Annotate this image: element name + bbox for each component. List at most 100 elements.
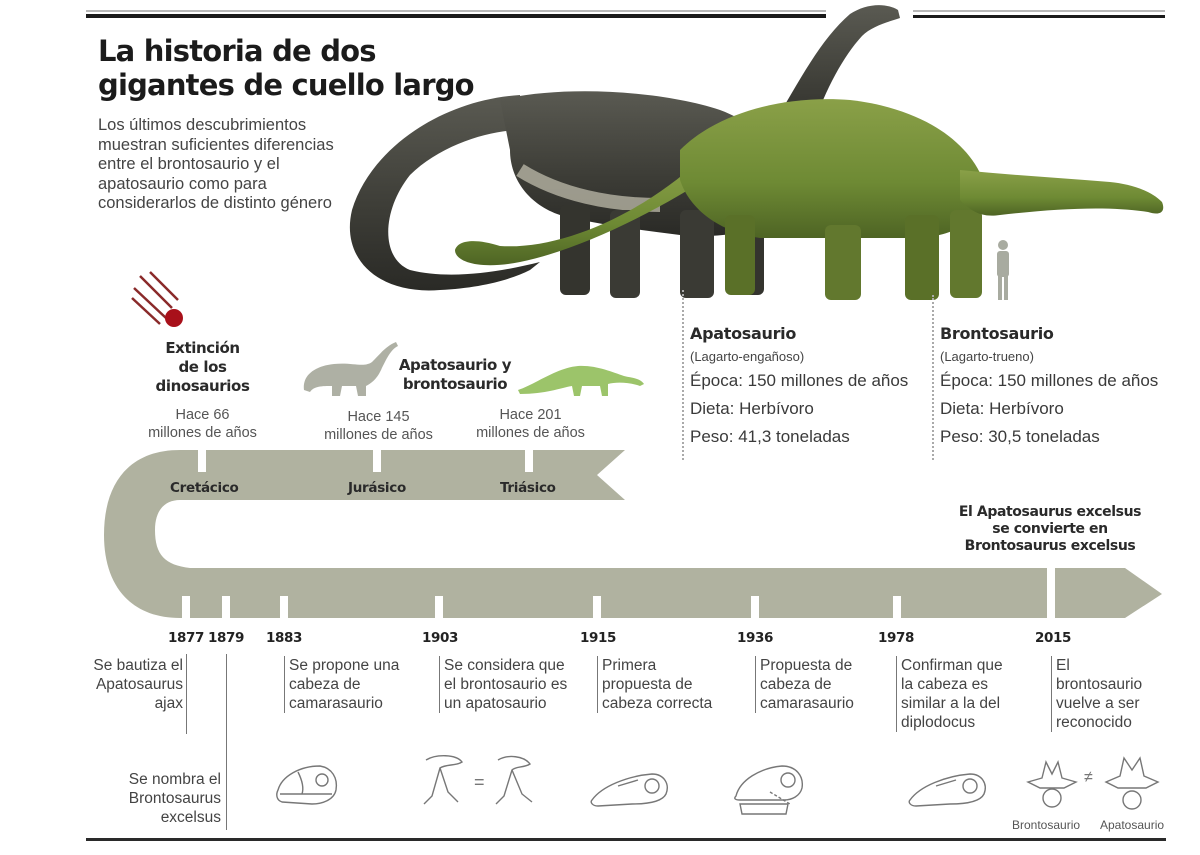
era-triassic-ago: Hace 201 millones de años (458, 406, 603, 442)
event-2015: El brontosaurio vuelve a ser reconocido (1051, 656, 1181, 732)
species-weight: Peso: 30,5 toneladas (940, 427, 1100, 446)
era-title-line: dinosaurios (155, 377, 250, 395)
era-jurassic-ago: Hace 145 millones de años (306, 408, 451, 444)
year-2015: 2015 (1035, 630, 1071, 646)
event-line: Primera (602, 657, 657, 674)
grey-sauropod-icon (303, 342, 398, 396)
event-line: vuelve a ser (1056, 695, 1140, 712)
era-extinction-title: Extinción de los dinosaurios (140, 339, 265, 396)
era-title-line: de los (178, 358, 227, 376)
era-title-line: Extinción (165, 339, 240, 357)
event-line: propuesta de (602, 676, 693, 693)
era-ago-line: millones de años (148, 425, 257, 441)
event-line: Se considera que (444, 657, 565, 674)
event-line: Propuesta de (760, 657, 853, 674)
period-triassic: Triásico (500, 480, 556, 496)
title-line-1: La historia de dos (98, 34, 377, 68)
event-line: ajax (154, 695, 183, 712)
year-1883: 1883 (266, 630, 302, 646)
era-ago-line: Hace 66 (175, 407, 230, 423)
top-rule-thick-left (86, 14, 826, 18)
year-1877: 1877 (168, 630, 204, 646)
title-line-2: gigantes de cuello largo (98, 68, 475, 102)
species-alias: (Lagarto-engañoso) (690, 349, 805, 364)
species-diet: Dieta: Herbívoro (940, 399, 1064, 418)
callout-line: se convierte en (992, 521, 1108, 537)
reclassification-callout: El Apatosaurus excelsus se convierte en … (940, 504, 1160, 555)
era-ago-line: millones de años (476, 425, 585, 441)
equal-sign: = (474, 772, 485, 792)
subtitle: Los últimos descubrimientos muestran suf… (98, 116, 334, 212)
meteor-icon (131, 271, 183, 327)
bottom-rule (86, 838, 1166, 841)
event-line: un apatosaurio (444, 695, 547, 712)
event-line: brontosaurio (1056, 676, 1143, 693)
brontosaurus-leader (932, 295, 934, 460)
event-1936: Propuesta de cabeza de camarasaurio (755, 656, 895, 713)
vertebra-label-apatosaurio: Apatosaurio (1100, 818, 1165, 832)
species-name: Apatosaurio (690, 324, 797, 343)
period-cretaceous: Cretácico (170, 480, 239, 496)
diplodocid-skull-icon (908, 773, 986, 807)
event-line: Apatosaurus (95, 676, 183, 693)
event-line: camarasaurio (760, 695, 854, 712)
year-1903: 1903 (422, 630, 458, 646)
period-jurassic: Jurásico (348, 480, 406, 496)
leader-1877 (186, 654, 187, 734)
event-1915: Primera propuesta de cabeza correcta (597, 656, 747, 713)
event-line: la cabeza es (901, 676, 989, 693)
event-line: Confirman que (901, 657, 1003, 674)
year-1879: 1879 (208, 630, 244, 646)
event-line: el brontosaurio es (444, 676, 568, 693)
event-line: similar a la del (901, 695, 1001, 712)
year-1978: 1978 (878, 630, 914, 646)
event-line: cabeza correcta (602, 695, 713, 712)
event-line: Se propone una (289, 657, 400, 674)
not-equal-vertebrae-icon: ≠ (1026, 756, 1160, 810)
camarasaurus-skull-icon (276, 765, 338, 805)
species-name: Brontosaurio (940, 324, 1054, 343)
callout-line: El Apatosaurus excelsus (958, 504, 1142, 520)
event-line: excelsus (160, 809, 221, 826)
apatosaurus-card: Apatosaurio (Lagarto-engañoso) Época: 15… (690, 324, 930, 447)
year-1936: 1936 (737, 630, 773, 646)
vertebra-label-brontosaurio: Brontosaurio (1012, 818, 1081, 832)
top-rule-thin-right (913, 10, 1165, 12)
brontosaurus-card: Brontosaurio (Lagarto-trueno) Época: 150… (940, 324, 1180, 447)
sauropods-illustration (349, 5, 1164, 300)
top-rule-thick-right (913, 15, 1165, 18)
human-scale-icon (997, 240, 1009, 300)
event-line: cabeza de (760, 676, 832, 693)
page-title: La historia de dos gigantes de cuello la… (98, 34, 478, 102)
event-line: Se bautiza el (93, 657, 183, 674)
era-title-line: brontosaurio (402, 375, 508, 393)
top-rule-thin-left (86, 10, 826, 12)
species-epoch: Época: 150 millones de años (690, 371, 909, 390)
event-line: Se nombra el (128, 771, 221, 788)
event-line: reconocido (1056, 714, 1132, 731)
species-alias: (Lagarto-trueno) (940, 349, 1034, 364)
event-1978: Confirman que la cabeza es similar a la … (896, 656, 1046, 732)
species-diet: Dieta: Herbívoro (690, 399, 814, 418)
event-line: diplodocus (901, 714, 976, 731)
callout-line: Brontosaurus excelsus (964, 538, 1136, 554)
event-line: Brontosaurus (128, 790, 221, 807)
event-1903: Se considera que el brontosaurio es un a… (439, 656, 589, 713)
era-ago-line: Hace 201 (499, 407, 562, 423)
event-1883: Se propone una cabeza de camarasaurio (284, 656, 434, 713)
year-1915: 1915 (580, 630, 616, 646)
diplodocid-skull-icon (590, 773, 668, 807)
camarasaurus-skull-icon (734, 765, 803, 815)
leader-1879 (226, 654, 227, 830)
not-equal-sign: ≠ (1084, 769, 1093, 786)
species-epoch: Época: 150 millones de años (940, 371, 1159, 390)
era-sauropods-title: Apatosaurio y brontosaurio (392, 356, 518, 394)
apatosaurus-leader (682, 290, 692, 460)
event-line: camarasaurio (289, 695, 383, 712)
green-sauropod-icon (518, 365, 644, 396)
event-1877: Se bautiza el Apatosaurus ajax (60, 656, 187, 713)
equal-vertebrae-icon: = (423, 755, 533, 805)
era-extinction-ago: Hace 66 millones de años (130, 406, 275, 442)
era-ago-line: Hace 145 (347, 409, 410, 425)
era-title-line: Apatosaurio y (398, 356, 512, 374)
